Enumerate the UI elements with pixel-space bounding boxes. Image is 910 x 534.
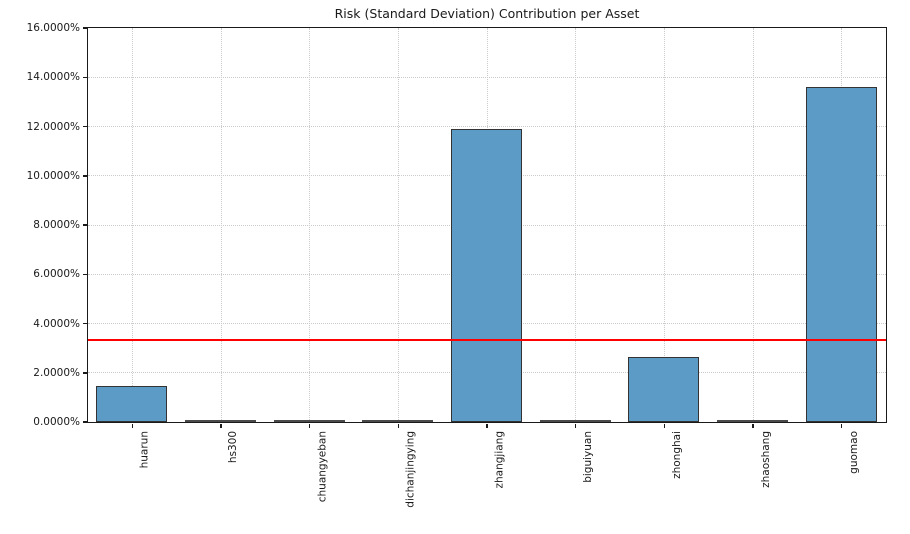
chart-title: Risk (Standard Deviation) Contribution p… (334, 6, 640, 21)
x-axis-tick (131, 423, 134, 428)
x-tick-label: hs300 (227, 431, 240, 464)
x-tick-label: huarun (138, 431, 151, 469)
y-axis-tick (82, 372, 87, 374)
y-tick-label: 16.0000% (26, 22, 80, 34)
y-axis-tick (82, 76, 87, 78)
gridline-vertical (752, 27, 754, 422)
x-tick-label: chuangyeban (316, 431, 329, 503)
x-tick-label: zhangjiang (493, 431, 506, 489)
y-tick-label: 10.0000% (26, 169, 80, 182)
bar-dichanjingying (362, 419, 434, 422)
gridline-vertical (575, 27, 577, 422)
y-tick-label: 12.0000% (26, 120, 80, 133)
y-axis-tick (82, 224, 87, 226)
bar-zhaoshang (717, 419, 788, 422)
gridline-vertical (131, 27, 133, 422)
bar-guomao (805, 87, 877, 422)
x-axis-tick (663, 423, 666, 428)
y-tick-label: 4.0000% (33, 317, 80, 330)
x-axis-tick (752, 423, 754, 428)
bar-zhonghai (628, 356, 700, 422)
y-tick-label: 0.0000% (33, 416, 80, 428)
y-axis-tick (82, 175, 87, 177)
x-axis-tick (220, 423, 222, 428)
y-axis-tick (82, 125, 87, 128)
x-axis-tick (574, 423, 577, 428)
gridline-vertical (309, 27, 311, 422)
bar-chuangyeban (273, 419, 345, 422)
y-axis-tick (82, 322, 87, 325)
x-tick-label: biguiyuan (582, 431, 595, 483)
x-axis-tick (397, 423, 400, 428)
bar-huarun (96, 386, 168, 422)
x-axis-tick (486, 423, 488, 428)
gridline-vertical (220, 27, 222, 422)
x-tick-label: zhonghai (670, 431, 683, 479)
x-tick-label: zhaoshang (759, 431, 772, 488)
gridline-vertical (663, 27, 665, 422)
x-tick-label: guomao (848, 431, 861, 474)
x-axis-tick (308, 423, 311, 428)
y-axis-tick (82, 421, 87, 423)
y-tick-label: 8.0000% (33, 219, 80, 231)
x-tick-label: dichanjingying (404, 431, 417, 508)
plot-area (86, 26, 887, 423)
y-tick-label: 14.0000% (26, 71, 80, 84)
gridline-vertical (397, 27, 399, 422)
bar-biguiyuan (539, 419, 611, 422)
threshold-line (87, 338, 886, 341)
bar-zhangjiang (451, 128, 522, 422)
y-tick-label: 2.0000% (33, 366, 80, 379)
y-tick-label: 6.0000% (33, 268, 80, 281)
y-axis-tick (82, 27, 87, 29)
bar-hs300 (185, 419, 256, 422)
x-axis-tick (840, 423, 843, 428)
y-axis-tick (82, 273, 87, 275)
